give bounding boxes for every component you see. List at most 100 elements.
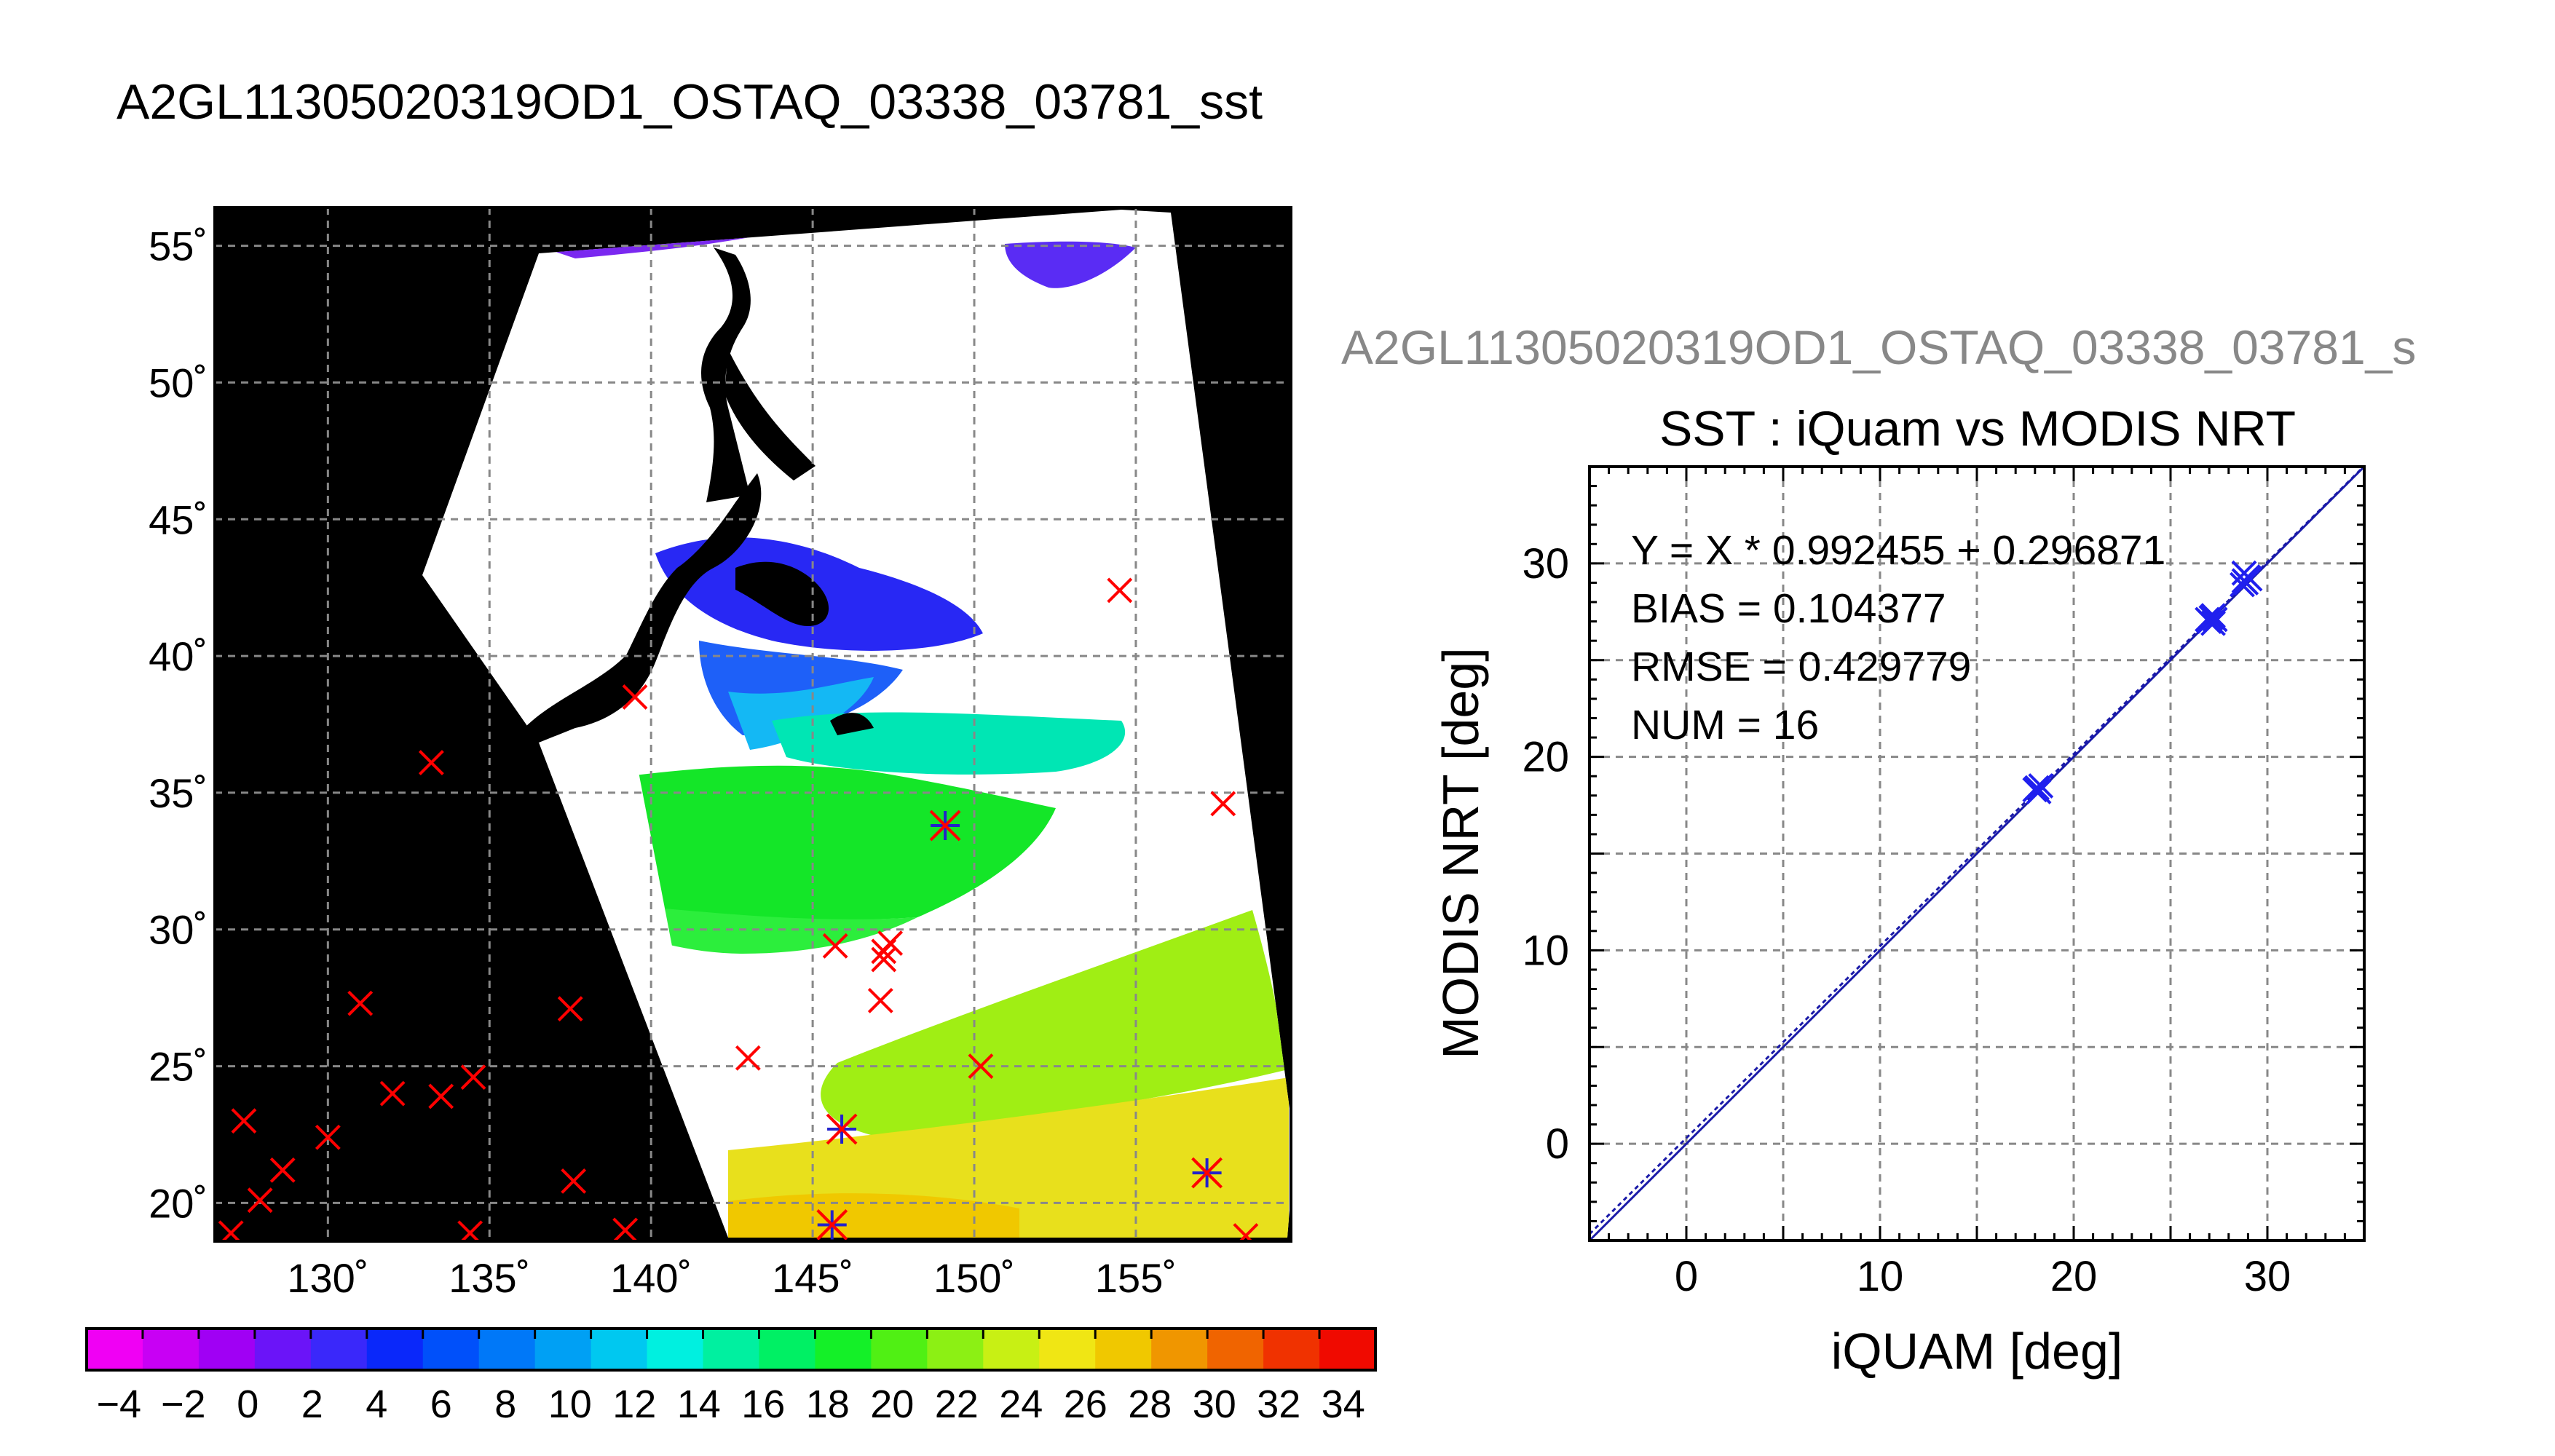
lat-tick-label: 35˚ [149, 770, 208, 816]
lat-tick-label: 55˚ [149, 223, 208, 269]
colorbar-cell [815, 1329, 872, 1370]
colorbar-cell [1151, 1329, 1208, 1370]
colorbar-frame [85, 1327, 1377, 1372]
colorbar-label: 0 [237, 1382, 258, 1426]
colorbar-cell [254, 1329, 312, 1370]
insitu-marker [557, 996, 583, 1022]
insitu-marker [379, 1080, 406, 1107]
lat-tick-label: 30˚ [149, 907, 208, 953]
colorbar-cell [759, 1329, 816, 1370]
colorbar-label: 26 [1064, 1382, 1107, 1426]
x-tick-label: 30 [2244, 1253, 2291, 1300]
sst-purple-okhotsk [1005, 241, 1136, 288]
insitu-marker [418, 750, 444, 776]
lon-tick-label: 150˚ [933, 1255, 1015, 1301]
colorbar-label: 32 [1257, 1382, 1300, 1426]
latitude-tick-labels: 55˚ 50˚ 45˚ 40˚ 35˚ 30˚ 25˚ 20˚ [149, 223, 208, 1227]
y-axis-label: MODIS NRT [deg] [1432, 647, 1489, 1059]
insitu-marker [867, 988, 893, 1013]
insitu-marker [315, 1124, 341, 1150]
stats-num: NUM = 16 [1631, 702, 1819, 748]
colorbar-cell [1319, 1329, 1376, 1370]
stats-bias: BIAS = 0.104377 [1631, 585, 1946, 632]
insitu-marker [622, 684, 648, 710]
scatter-point [2026, 779, 2052, 804]
x-tick-label: 0 [1675, 1253, 1698, 1300]
x-axis-label: iQUAM [deg] [1831, 1323, 2123, 1380]
colorbar-cell [1207, 1329, 1264, 1370]
lon-tick-label: 155˚ [1095, 1255, 1177, 1301]
insitu-marker [460, 1064, 486, 1091]
colorbar-cell [983, 1329, 1040, 1370]
lat-tick-label: 20˚ [149, 1180, 208, 1226]
scatter-header: A2GL11305020319OD1_OSTAQ_03338_03781_s [1341, 320, 2416, 374]
lat-tick-label: 50˚ [149, 360, 208, 405]
colorbar-label: 24 [999, 1382, 1043, 1426]
insitu-marker [968, 1053, 994, 1079]
colorbar-label: 30 [1193, 1382, 1236, 1426]
scatter-frame [1588, 465, 2366, 1242]
scatter-points [2022, 560, 2263, 804]
colorbar-cell [534, 1329, 592, 1370]
sst-orange-south [728, 1193, 1019, 1238]
longitude-tick-labels: 130˚ 135˚ 140˚ 145˚ 150˚ 155˚ [287, 1255, 1177, 1301]
colorbar-label: 12 [612, 1382, 656, 1426]
insitu-marker [877, 930, 904, 956]
lon-tick-label: 130˚ [287, 1255, 368, 1301]
sst-cyan-band [728, 677, 874, 750]
insitu-marker [1210, 791, 1236, 817]
colorbar-cell [198, 1329, 256, 1370]
colorbar-cell [703, 1329, 760, 1370]
insitu-markers [218, 577, 1259, 1241]
matchup-marker [826, 1113, 858, 1145]
colorbar-cell [1095, 1329, 1152, 1370]
colorbar-label: 6 [430, 1382, 452, 1426]
colorbar-cell [422, 1329, 480, 1370]
scatter-point [2237, 566, 2263, 592]
colorbar-cells [87, 1329, 1376, 1370]
insitu-marker [822, 933, 848, 959]
scatter-point [2028, 773, 2054, 799]
lon-tick-label: 145˚ [772, 1255, 853, 1301]
x-tick-label: 20 [2050, 1253, 2098, 1300]
map-gridlines [215, 207, 1291, 1241]
insitu-marker [428, 1083, 454, 1109]
stats-rmse: RMSE = 0.429779 [1631, 644, 1971, 690]
y-tick-label: 0 [1546, 1120, 1569, 1168]
y-tick-label: 30 [1522, 540, 1569, 587]
colorbar-cell [87, 1329, 143, 1370]
lat-tick-label: 40˚ [149, 633, 208, 679]
sst-green-south [597, 903, 917, 954]
x-tick-labels: 0 10 20 30 [1675, 1253, 2291, 1300]
colorbar-cell [1263, 1329, 1320, 1370]
identity-line [1588, 465, 2366, 1242]
insitu-marker [247, 1187, 273, 1214]
colorbar-cell [478, 1329, 536, 1370]
scatter-title: SST : iQuam vs MODIS NRT [1659, 401, 2296, 456]
colorbar-label: 22 [935, 1382, 979, 1426]
land-masses [393, 248, 874, 743]
insitu-marker [561, 1168, 587, 1194]
insitu-marker [1233, 1223, 1259, 1241]
y-tick-label: 10 [1522, 927, 1569, 974]
colorbar-label: −2 [161, 1382, 206, 1426]
colorbar-label: 18 [806, 1382, 850, 1426]
colorbar-cell [1039, 1329, 1096, 1370]
colorbar-label: 14 [677, 1382, 721, 1426]
colorbar-label: 4 [366, 1382, 387, 1426]
insitu-marker [347, 990, 374, 1016]
sst-colorbar: −4 −2 0 2 4 6 8 10 12 14 16 18 20 22 24 26 28 30 32 34 [85, 1327, 1377, 1426]
colorbar-label: 2 [301, 1382, 323, 1426]
colorbar-label: −4 [96, 1382, 141, 1426]
colorbar-cell [310, 1329, 368, 1370]
colorbar-label: 28 [1128, 1382, 1172, 1426]
map-panel: 130˚ 135˚ 140˚ 145˚ 150˚ 155˚ 55˚ 50˚ 45˚ 40˚ 35˚… [149, 206, 1292, 1301]
insitu-marker [871, 946, 897, 973]
sst-lime-band [821, 910, 1285, 1136]
matchup-markers [816, 810, 1223, 1241]
map-frame [213, 206, 1292, 1243]
colorbar-cell [647, 1329, 704, 1370]
colorbar-cell [366, 1329, 424, 1370]
colorbar-cell [591, 1329, 648, 1370]
